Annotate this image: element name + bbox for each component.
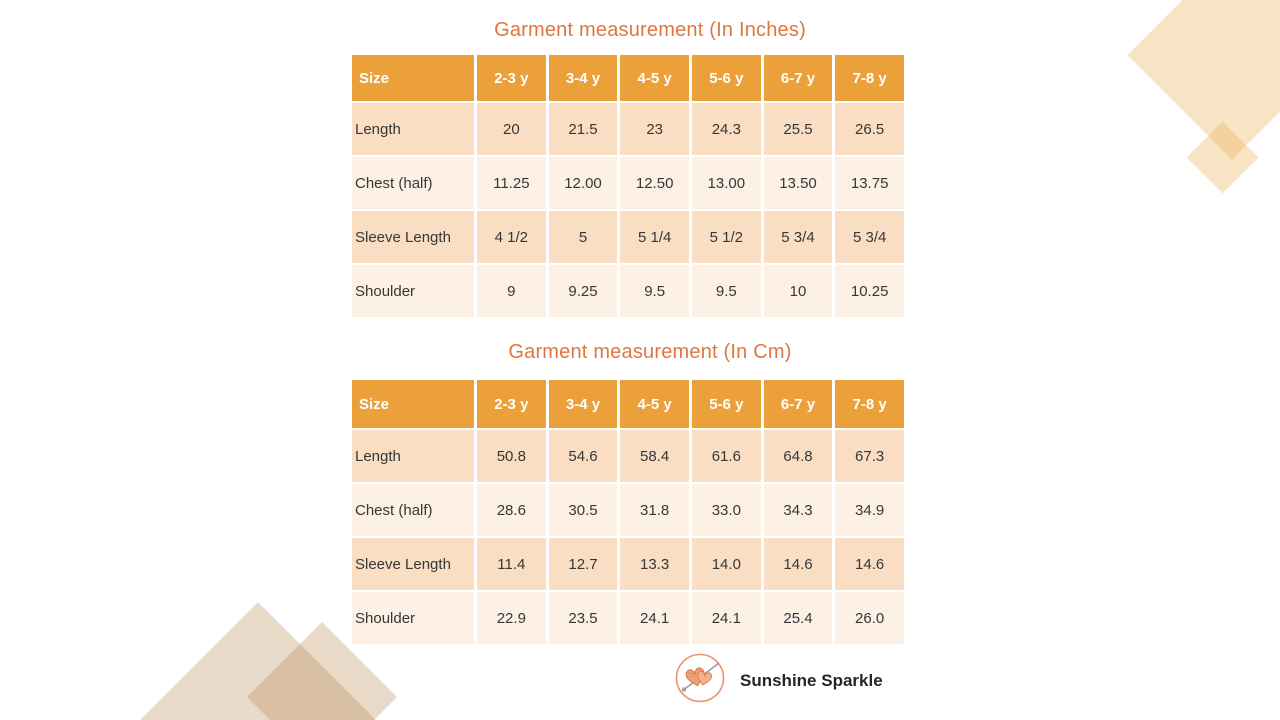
cell-value: 26.5 <box>835 103 904 155</box>
cell-value: 26.0 <box>835 592 904 644</box>
cell-value: 21.5 <box>548 103 618 155</box>
row-label: Shoulder <box>352 592 474 644</box>
cell-value: 50.8 <box>477 430 546 482</box>
row-label: Sleeve Length <box>352 538 474 590</box>
cell-value: 9.25 <box>548 265 618 317</box>
cell-value: 13.50 <box>763 157 833 209</box>
column-header: 2-3 y <box>477 380 546 428</box>
cell-value: 34.9 <box>835 484 904 536</box>
table-title-inches: Garment measurement (In Inches) <box>494 19 806 41</box>
cell-value: 5 1/4 <box>620 211 689 263</box>
cell-value: 11.25 <box>477 157 546 209</box>
cell-value: 54.6 <box>548 430 618 482</box>
cell-value: 5 1/2 <box>691 211 761 263</box>
column-header: 6-7 y <box>763 55 833 101</box>
column-header: Size <box>352 55 474 101</box>
cell-value: 33.0 <box>691 484 761 536</box>
row-label: Shoulder <box>352 265 474 317</box>
column-header: 7-8 y <box>835 55 904 101</box>
column-header: 7-8 y <box>835 380 904 428</box>
cell-value: 13.3 <box>620 538 689 590</box>
cell-value: 22.9 <box>477 592 546 644</box>
cell-value: 13.75 <box>835 157 904 209</box>
cell-value: 5 3/4 <box>835 211 904 263</box>
cell-value: 9.5 <box>620 265 689 317</box>
cell-value: 61.6 <box>691 430 761 482</box>
cell-value: 9.5 <box>691 265 761 317</box>
column-header: 4-5 y <box>620 55 689 101</box>
table-title-cm: Garment measurement (In Cm) <box>508 341 792 363</box>
cell-value: 12.00 <box>548 157 618 209</box>
cell-value: 14.0 <box>691 538 761 590</box>
cell-value: 12.50 <box>620 157 689 209</box>
cell-value: 10 <box>763 265 833 317</box>
cell-value: 11.4 <box>477 538 546 590</box>
cell-value: 30.5 <box>548 484 618 536</box>
column-header: 6-7 y <box>763 380 833 428</box>
row-label: Length <box>352 430 474 482</box>
cell-value: 25.5 <box>763 103 833 155</box>
column-header: 3-4 y <box>548 55 618 101</box>
cell-value: 12.7 <box>548 538 618 590</box>
cell-value: 67.3 <box>835 430 904 482</box>
cell-value: 34.3 <box>763 484 833 536</box>
cell-value: 64.8 <box>763 430 833 482</box>
cell-value: 14.6 <box>835 538 904 590</box>
brand-footer: Sunshine Sparkle <box>674 652 883 709</box>
cell-value: 24.3 <box>691 103 761 155</box>
column-header: 2-3 y <box>477 55 546 101</box>
column-header: 4-5 y <box>620 380 689 428</box>
column-header: 5-6 y <box>691 55 761 101</box>
cell-value: 24.1 <box>691 592 761 644</box>
cell-value: 9 <box>477 265 546 317</box>
cell-value: 23 <box>620 103 689 155</box>
row-label: Chest (half) <box>352 157 474 209</box>
brand-name: Sunshine Sparkle <box>740 670 883 690</box>
cell-value: 13.00 <box>691 157 761 209</box>
column-header: 3-4 y <box>548 380 618 428</box>
size-table-cm: Size 2-3 y 3-4 y 4-5 y 5-6 y 6-7 y 7-8 y Length… <box>352 380 904 644</box>
cell-value: 31.8 <box>620 484 689 536</box>
row-label: Length <box>352 103 474 155</box>
cell-value: 23.5 <box>548 592 618 644</box>
cell-value: 4 1/2 <box>477 211 546 263</box>
column-header: Size <box>352 380 474 428</box>
cell-value: 14.6 <box>763 538 833 590</box>
cell-value: 20 <box>477 103 546 155</box>
cell-value: 58.4 <box>620 430 689 482</box>
size-table-inches: Size 2-3 y 3-4 y 4-5 y 5-6 y 6-7 y 7-8 y Length… <box>352 55 904 317</box>
row-label: Chest (half) <box>352 484 474 536</box>
cell-value: 5 3/4 <box>763 211 833 263</box>
cell-value: 10.25 <box>835 265 904 317</box>
cell-value: 25.4 <box>763 592 833 644</box>
row-label: Sleeve Length <box>352 211 474 263</box>
cell-value: 24.1 <box>620 592 689 644</box>
column-header: 5-6 y <box>691 380 761 428</box>
cell-value: 28.6 <box>477 484 546 536</box>
yarn-hearts-needle-icon <box>674 652 726 709</box>
cell-value: 5 <box>548 211 618 263</box>
